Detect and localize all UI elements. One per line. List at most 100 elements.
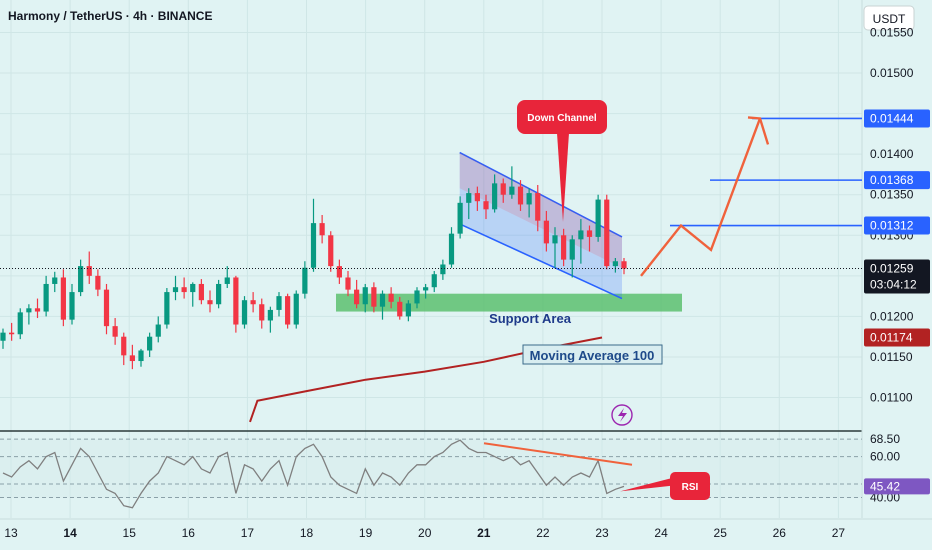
candle[interactable] [285,293,291,329]
candle[interactable] [164,288,170,329]
candle-body [310,223,317,268]
candlestick-series[interactable] [0,166,627,370]
candle[interactable] [172,275,179,301]
candle[interactable] [43,275,49,317]
candle[interactable] [319,215,325,244]
candle-body [129,355,135,362]
candle[interactable] [483,194,489,220]
projection-path[interactable] [640,116,770,277]
rsi-pane[interactable]: RSI [0,438,862,509]
support-zone[interactable] [336,293,682,312]
time-axis[interactable]: 13 14 15 16 17 18 19 20 21 22 23 24 25 26 27 [4,526,845,540]
rsi-line[interactable] [2,439,625,509]
candle[interactable] [69,283,75,325]
candle[interactable] [328,231,334,272]
candle-body [561,235,567,260]
candle[interactable] [569,235,575,278]
price-axis[interactable]: USDT0.015500.015000.014000.013500.013000… [863,5,930,505]
candle[interactable] [517,180,524,211]
candle[interactable] [397,296,403,320]
candle[interactable] [354,279,360,309]
candle[interactable] [103,283,110,335]
candle[interactable] [155,316,161,343]
rsi-divergence-line[interactable] [483,442,633,466]
candle[interactable] [121,332,127,366]
time-tick-label: 13 [4,526,18,540]
target-lines[interactable] [0,117,862,270]
candle[interactable] [224,266,230,289]
candle[interactable] [9,322,15,341]
candle[interactable] [578,219,584,264]
candle[interactable] [267,306,273,333]
candle[interactable] [198,279,204,305]
candle[interactable] [310,198,317,272]
candle[interactable] [371,282,377,313]
candle[interactable] [216,279,222,309]
candle[interactable] [60,269,66,327]
candle[interactable] [621,258,627,275]
alert-icon[interactable] [611,404,633,426]
channel-upper-line[interactable] [459,151,623,238]
candle[interactable] [138,348,144,367]
candle[interactable] [492,174,498,213]
candle[interactable] [0,328,6,349]
candle[interactable] [423,283,429,299]
candle[interactable] [52,271,58,293]
candle[interactable] [207,290,213,313]
candle[interactable] [95,269,101,297]
channel-lower-line[interactable] [459,223,623,300]
candle[interactable] [405,300,411,322]
candle[interactable] [302,261,308,299]
candle[interactable] [448,227,455,268]
candle[interactable] [362,283,368,313]
candle-body [17,312,23,335]
candle-body [397,301,403,317]
candle[interactable] [457,196,463,239]
candle[interactable] [509,166,515,199]
candle[interactable] [241,296,248,329]
candle[interactable] [466,188,472,220]
candle[interactable] [604,194,610,270]
candle[interactable] [431,270,437,293]
candle[interactable] [595,194,601,242]
candle[interactable] [17,308,23,340]
candle[interactable] [440,259,446,280]
candle[interactable] [379,290,386,320]
projection-line[interactable] [640,118,762,277]
candle[interactable] [78,259,84,297]
candle[interactable] [345,270,351,297]
candle[interactable] [34,298,41,319]
candle[interactable] [233,275,239,333]
candle[interactable] [586,225,593,252]
projection-arrowhead [747,116,770,145]
target-2-badge-bg [864,171,930,190]
candle[interactable] [543,210,549,252]
support-area[interactable] [336,293,682,312]
candle[interactable] [293,290,299,329]
candle-body [95,275,101,290]
candle[interactable] [86,251,92,284]
candle[interactable] [388,287,394,309]
candle[interactable] [259,298,265,329]
candle[interactable] [526,188,532,218]
candle[interactable] [535,184,541,232]
candle[interactable] [561,228,567,267]
candle[interactable] [181,277,187,299]
candle[interactable] [414,287,420,309]
candle[interactable] [190,282,196,307]
candle[interactable] [612,258,618,273]
candle-body [69,292,75,320]
currency-box[interactable] [863,5,915,31]
candle[interactable] [26,304,32,325]
candle[interactable] [147,332,153,357]
candle[interactable] [129,344,135,370]
candle[interactable] [336,259,342,284]
candle[interactable] [250,292,256,313]
candle[interactable] [276,292,282,317]
candle[interactable] [552,227,558,268]
candle-body [457,202,463,234]
candle[interactable] [112,318,118,345]
candle[interactable] [500,178,506,203]
candle[interactable] [474,186,480,211]
